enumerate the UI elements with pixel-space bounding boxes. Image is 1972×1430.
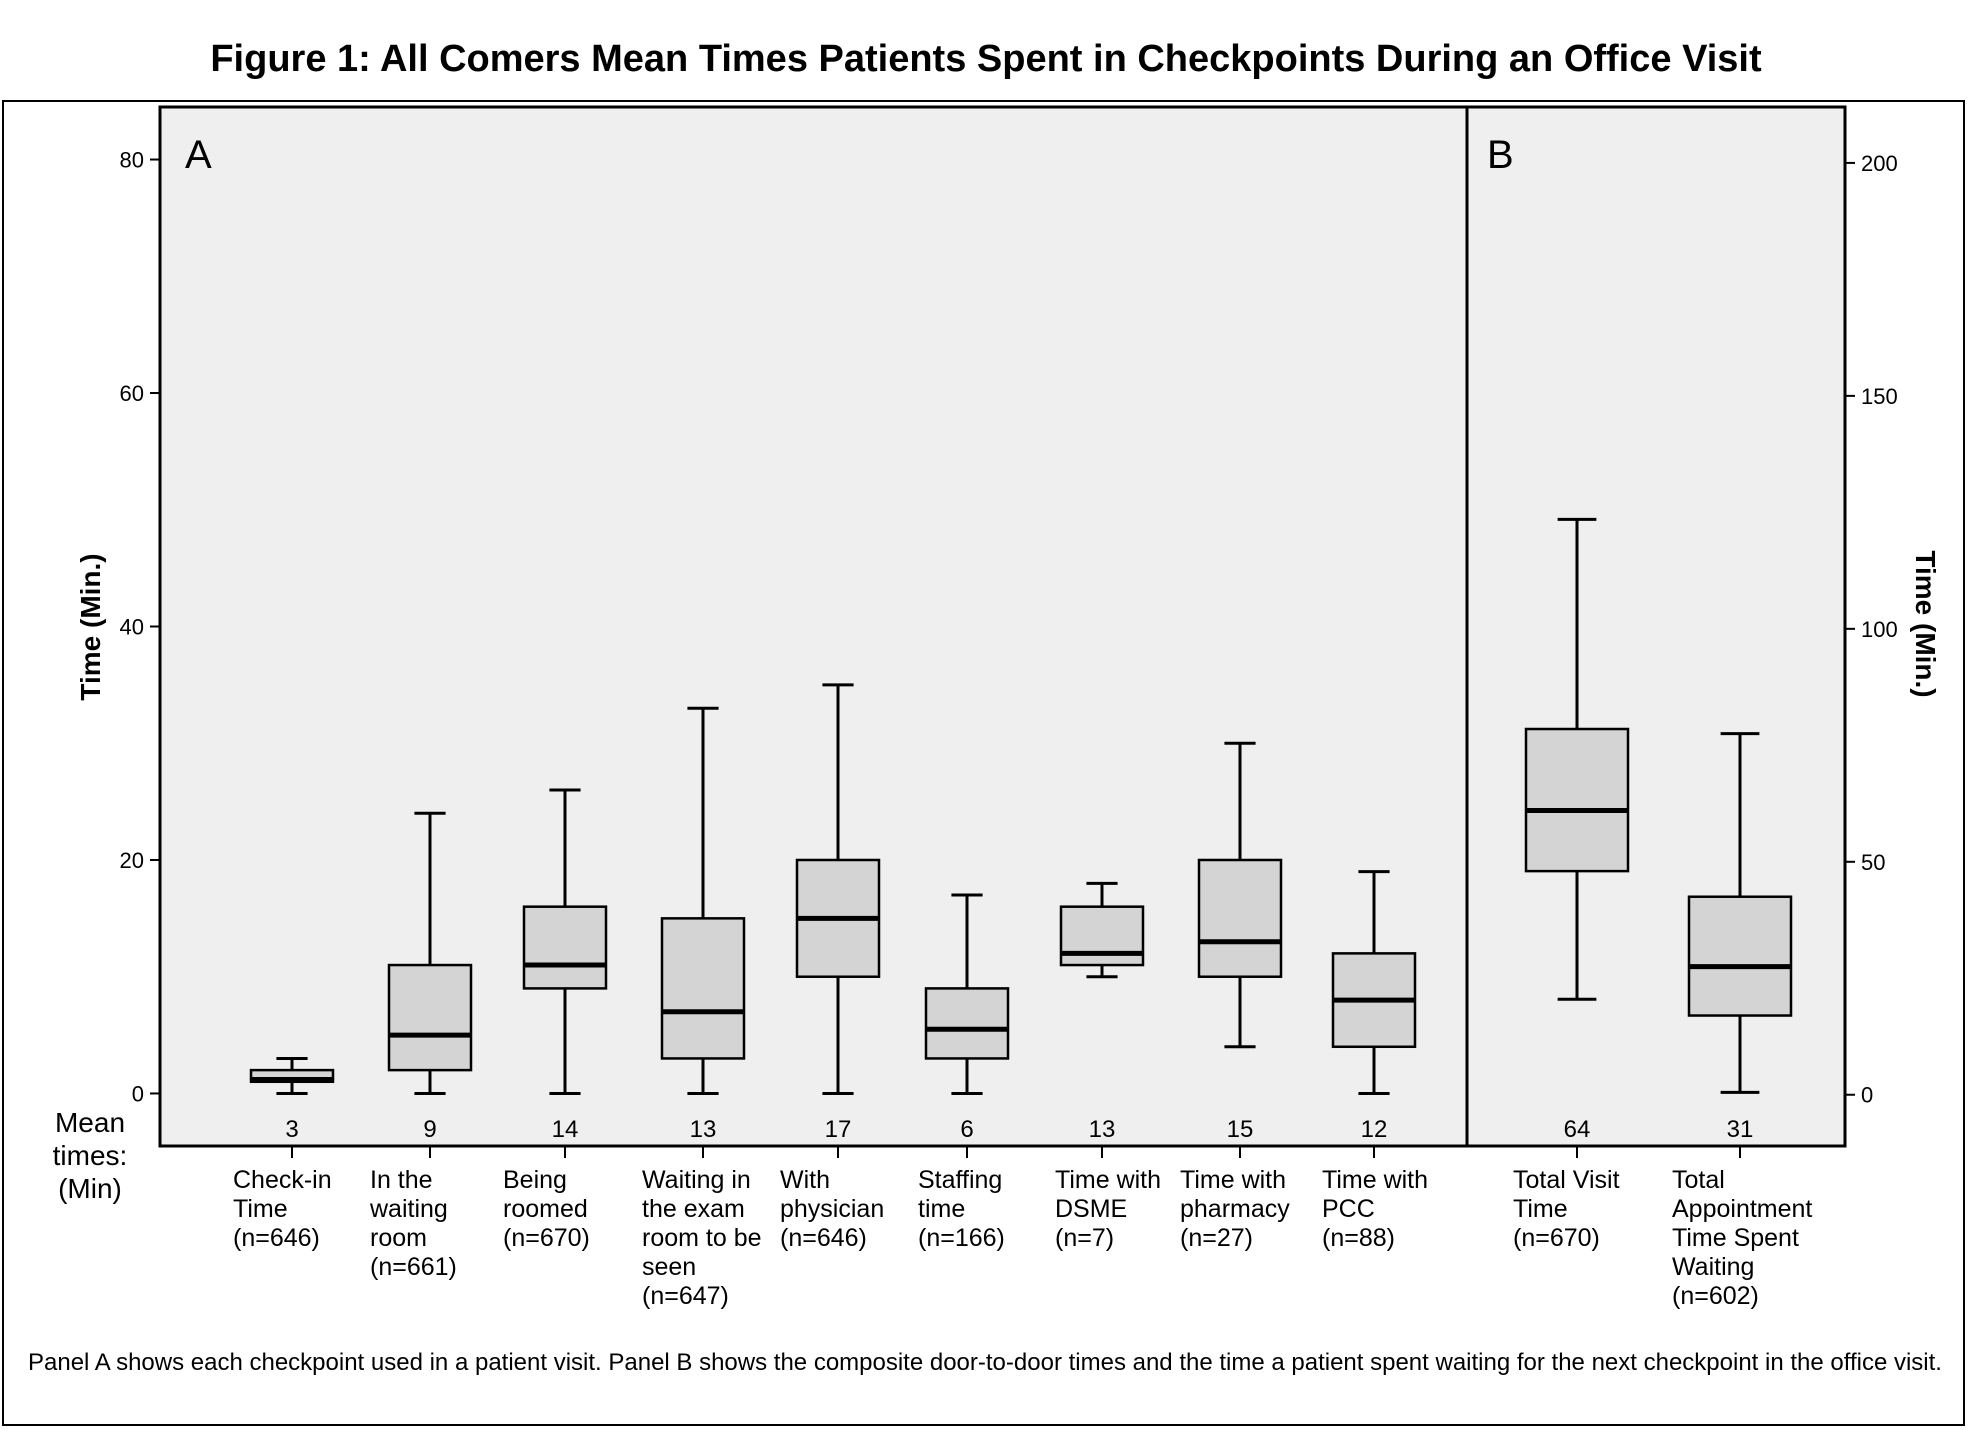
category-n-label: (n=88) <box>1322 1224 1395 1252</box>
mean-times-label: (Min) <box>58 1173 122 1204</box>
y-axis-title: Time (Min.) <box>75 553 106 700</box>
category-label: PCC <box>1322 1195 1375 1223</box>
y-tick-label: 200 <box>1861 151 1898 176</box>
category-label: With <box>780 1166 830 1194</box>
category-label: Total <box>1672 1166 1725 1194</box>
panel-label-A: A <box>185 133 212 177</box>
mean-value-label: 15 <box>1227 1116 1254 1143</box>
mean-value-label: 17 <box>825 1116 852 1143</box>
category-n-label: (n=27) <box>1180 1224 1253 1252</box>
figure-frame <box>2 100 1965 1426</box>
category-label: Waiting <box>1672 1253 1754 1281</box>
box-iqr <box>1059 905 1145 967</box>
mean-value-label: 13 <box>1089 1116 1116 1143</box>
category-label: the exam <box>642 1195 745 1223</box>
mean-value-label: 31 <box>1727 1116 1754 1143</box>
category-n-label: (n=602) <box>1672 1282 1759 1310</box>
category-label: Being <box>503 1166 567 1194</box>
category-label: Time with <box>1322 1166 1428 1194</box>
category-label: room to be <box>642 1224 762 1252</box>
y-tick-label: 60 <box>120 381 144 406</box>
category-label: Staffing <box>918 1166 1002 1194</box>
category-label: seen <box>642 1253 696 1281</box>
category-label: Waiting in <box>642 1166 751 1194</box>
category-label: roomed <box>503 1195 588 1223</box>
mean-value-label: 3 <box>285 1116 298 1143</box>
figure-title: Figure 1: All Comers Mean Times Patients… <box>210 38 1762 80</box>
plot-area-A <box>158 105 1469 1148</box>
category-label: Time with <box>1055 1166 1161 1194</box>
category-label: In the <box>370 1166 433 1194</box>
category-label: DSME <box>1055 1195 1127 1223</box>
box-iqr <box>1197 858 1283 978</box>
category-n-label: (n=7) <box>1055 1224 1114 1252</box>
y-tick-label: 80 <box>120 148 144 173</box>
figure-caption: Panel A shows each checkpoint used in a … <box>28 1349 1942 1376</box>
y-tick-label: 150 <box>1861 384 1898 409</box>
category-n-label: (n=166) <box>918 1224 1005 1252</box>
category-n-label: (n=646) <box>233 1224 320 1252</box>
category-label: pharmacy <box>1180 1195 1290 1223</box>
category-label: Check-in <box>233 1166 332 1194</box>
box-iqr <box>387 963 473 1072</box>
mean-value-label: 64 <box>1564 1116 1591 1143</box>
mean-value-label: 14 <box>552 1116 579 1143</box>
box-iqr <box>1524 727 1630 873</box>
category-n-label: (n=670) <box>1513 1224 1600 1252</box>
category-n-label: (n=646) <box>780 1224 867 1252</box>
y-tick-label: 100 <box>1861 617 1898 642</box>
box-iqr <box>1687 895 1793 1017</box>
category-label: physician <box>780 1195 884 1223</box>
category-label: Time <box>233 1195 288 1223</box>
category-label: time <box>918 1195 965 1223</box>
category-label: Time <box>1513 1195 1568 1223</box>
panel-label-B: B <box>1487 133 1514 177</box>
y-tick-label: 20 <box>120 848 144 873</box>
box-iqr <box>924 987 1010 1060</box>
category-label: room <box>370 1224 427 1252</box>
box-iqr <box>522 905 608 990</box>
mean-row-label: Mean times: (Min) <box>0 0 9 1</box>
y-tick-label: 50 <box>1861 850 1885 875</box>
category-label: waiting <box>369 1195 448 1223</box>
category-n-label: (n=647) <box>642 1282 729 1310</box>
mean-value-label: 13 <box>690 1116 717 1143</box>
y-tick-label: 40 <box>120 615 144 640</box>
category-label: Time with <box>1180 1166 1286 1194</box>
category-label: Appointment <box>1672 1195 1812 1223</box>
category-label: Time Spent <box>1672 1224 1799 1252</box>
y-tick-label: 0 <box>132 1081 144 1106</box>
category-n-label: (n=661) <box>370 1253 457 1281</box>
box-iqr <box>660 917 746 1060</box>
category-label: Total Visit <box>1513 1166 1620 1194</box>
mean-times-label: Mean <box>55 1107 125 1138</box>
mean-times-label: times: <box>53 1140 128 1171</box>
y-tick-label: 0 <box>1861 1083 1873 1108</box>
mean-value-label: 9 <box>423 1116 436 1143</box>
y-axis-title: Time (Min.) <box>1910 550 1941 697</box>
mean-value-label: 6 <box>960 1116 973 1143</box>
category-n-label: (n=670) <box>503 1224 590 1252</box>
mean-value-label: 12 <box>1361 1116 1388 1143</box>
